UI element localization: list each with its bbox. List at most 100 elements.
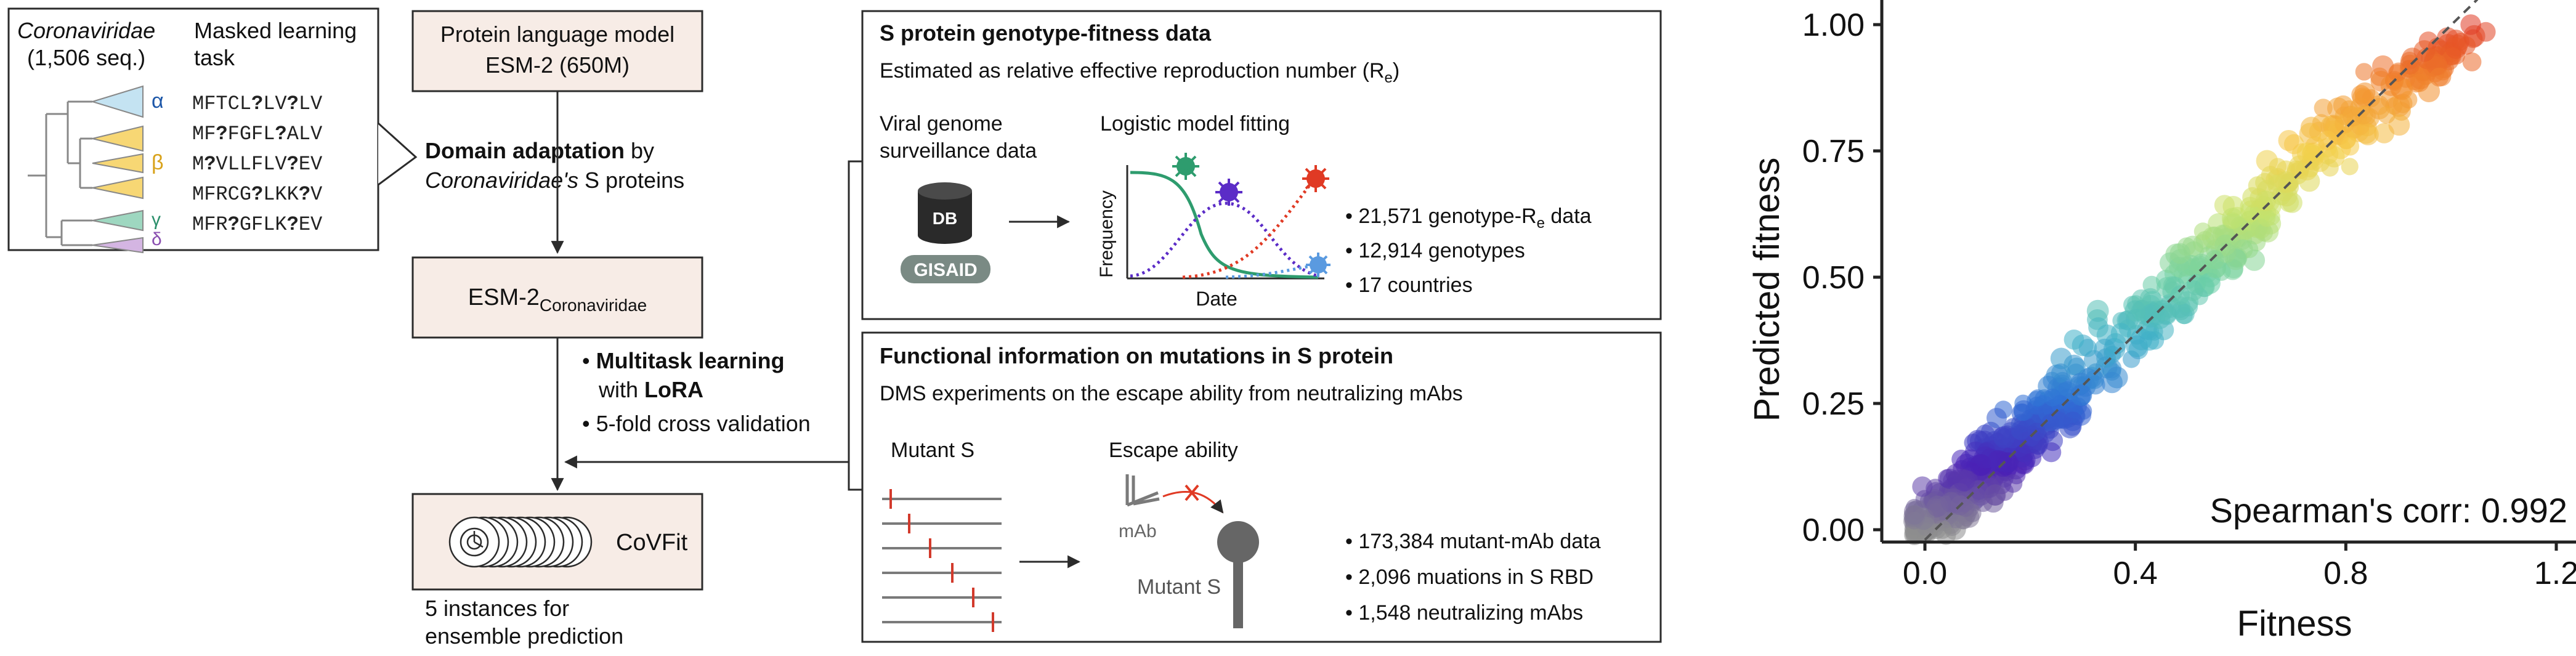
- bullet-multitask: • Multitask learning: [582, 348, 785, 373]
- scatter-point: [2354, 89, 2373, 107]
- gisaid-label: GISAID: [913, 260, 977, 280]
- x-ticks: 0.0 0.4 0.8 1.2: [1903, 542, 2576, 591]
- antibody-icon: [1125, 474, 1160, 507]
- mab-label: mAb: [1119, 521, 1157, 541]
- bullet-cross-validation: • 5-fold cross validation: [582, 411, 811, 436]
- label-alpha: α: [152, 89, 164, 113]
- scatter-point: [2462, 52, 2482, 71]
- mutant-s-title: Mutant S: [891, 439, 974, 462]
- sequence-2: MF?FGFL?ALV: [192, 123, 323, 145]
- scatter-point: [2429, 67, 2449, 87]
- scatter-point: [1987, 450, 2007, 470]
- y-tick-label: 1.00: [1802, 7, 1865, 43]
- scatter-point: [2321, 159, 2339, 177]
- scatter-point: [1993, 426, 2015, 448]
- viral-genome-line2: surveillance data: [880, 139, 1037, 163]
- scatter-point: [2399, 91, 2418, 109]
- scatter-point: [1927, 495, 1948, 517]
- scatter-point: [2409, 68, 2431, 90]
- functional-title: Functional information on mutations in S…: [880, 343, 1393, 368]
- panel-bracket: [848, 160, 862, 491]
- scatter-point: [2378, 106, 2396, 124]
- y-tick-label: 0.00: [1802, 512, 1865, 548]
- virus-icon-red: [1302, 165, 1329, 192]
- spike-protein-icon: [1217, 521, 1259, 628]
- sequence-5: MFR?GFLK?EV: [192, 213, 323, 236]
- domain-adaptation-line2: Coronaviridae's S proteins: [425, 168, 684, 193]
- scatter-point: [2343, 106, 2363, 127]
- curve-red: [1182, 172, 1320, 279]
- tree-panel: Coronaviridae (1,506 seq.) Masked learni…: [7, 7, 418, 254]
- scatter-point: [2169, 243, 2191, 264]
- mini-plot-ylabel: Frequency: [1096, 190, 1117, 278]
- scatter-point: [2043, 388, 2062, 407]
- scatter-point: [2317, 131, 2338, 151]
- scatter-point: [2296, 142, 2318, 164]
- curve-green: [1130, 171, 1319, 279]
- label-delta: δ: [152, 229, 162, 249]
- scatter-point: [2171, 301, 2190, 320]
- chart-xlabel: Fitness: [2237, 604, 2352, 644]
- scatter-point: [2341, 158, 2359, 176]
- genotype-subtitle: Estimated as relative effective reproduc…: [880, 59, 1399, 86]
- sequence-3: M?VLLFLV?EV: [192, 153, 323, 176]
- scatter-point: [2086, 299, 2109, 322]
- mutation-marks: [889, 489, 994, 632]
- scatter-point: [2063, 411, 2083, 431]
- pipeline: Protein language model ESM-2 (650M) Doma…: [411, 10, 862, 649]
- scatter-point: [2013, 400, 2034, 421]
- clade-beta-3: [92, 176, 144, 200]
- scatter-point: [2255, 190, 2276, 211]
- scatter-point: [2011, 420, 2031, 440]
- genotype-stat-3: • 17 countries: [1345, 273, 1473, 297]
- functional-panel: Functional information on mutations in S…: [861, 331, 1662, 643]
- x-tick-label: 0.8: [2323, 556, 2368, 591]
- scatter-point: [2445, 37, 2467, 59]
- scatter-point: [2064, 330, 2084, 350]
- sequence-4: MFRCG?LKK?V: [192, 183, 323, 206]
- scatter-point: [2152, 300, 2174, 322]
- scatter-point: [2278, 130, 2299, 152]
- clade-beta-2: [92, 153, 144, 174]
- y-tick-label: 0.50: [1802, 260, 1865, 296]
- scatter-point: [2275, 171, 2297, 193]
- database-icon: DB: [918, 182, 972, 244]
- task-title-line2: task: [194, 45, 235, 70]
- escape-ability-title: Escape ability: [1109, 439, 1238, 462]
- instances-line2: ensemble prediction: [425, 623, 623, 649]
- scatter-point: [2088, 317, 2108, 338]
- block-x-mark: [1185, 484, 1199, 501]
- genotype-panel-border: [861, 10, 1662, 320]
- scatter-points: [1903, 14, 2496, 545]
- sequence-1: MFTCL?LV?LV: [192, 92, 323, 115]
- scatter-point: [2299, 123, 2322, 145]
- scatter-point: [1953, 469, 1975, 492]
- scatter-point: [2070, 384, 2092, 407]
- scatter-point: [2106, 366, 2128, 389]
- scatter-point: [2205, 250, 2224, 270]
- viral-genome-line1: Viral genome: [880, 112, 1003, 136]
- y-ticks: 0.00 0.25 0.50 0.75 1.00: [1802, 7, 1882, 548]
- label-beta: β: [152, 151, 164, 174]
- spearman-annotation: Spearman's corr: 0.992: [2210, 491, 2567, 530]
- tree-seq-count: (1,506 seq.): [27, 45, 145, 70]
- reference-line: [1924, 0, 2479, 541]
- covfit-stack-icon: [448, 516, 593, 568]
- gisaid-logo: [901, 255, 990, 283]
- task-title-line1: Masked learning: [194, 18, 357, 43]
- chart-ylabel: Predicted fitness: [1747, 158, 1787, 422]
- genotype-title: S protein genotype-fitness data: [880, 20, 1212, 46]
- escape-arrow: [1162, 491, 1224, 514]
- db-label: DB: [933, 209, 957, 228]
- logistic-title: Logistic model fitting: [1100, 112, 1290, 136]
- scatter-chart: 0.00 0.25 0.50 0.75 1.00 0.0 0.4 0.8 1.2 Fitnes…: [1747, 0, 2576, 644]
- scatter-point: [2258, 209, 2276, 227]
- x-tick-label: 0.0: [1903, 556, 1947, 591]
- x-tick-label: 1.2: [2534, 556, 2576, 591]
- esm-coronaviridae-label: ESM-2Coronaviridae: [468, 285, 647, 315]
- curve-purple: [1130, 201, 1319, 278]
- genotype-panel: S protein genotype-fitness data Estimate…: [861, 10, 1662, 320]
- scatter-point: [2341, 137, 2360, 156]
- scatter-point: [2047, 410, 2067, 430]
